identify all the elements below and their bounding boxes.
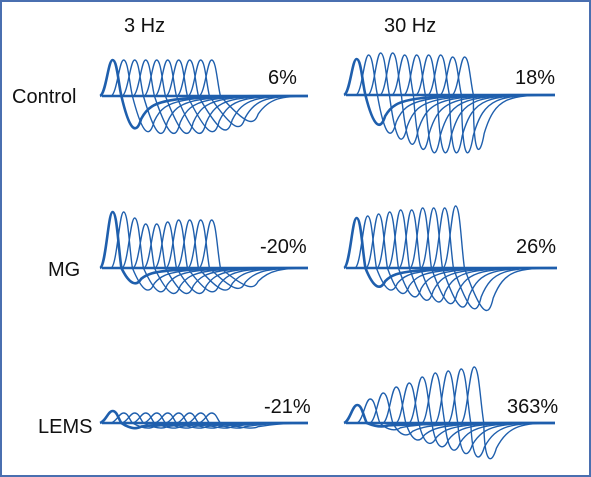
response-trace (143, 59, 309, 134)
response-trace (365, 213, 558, 295)
panel-control-30hz (343, 52, 556, 154)
row-label-control: Control (12, 86, 77, 108)
response-trace (165, 219, 309, 293)
percent-control-3hz: 6% (268, 67, 297, 89)
response-trace (439, 56, 556, 154)
response-trace (176, 59, 309, 131)
response-trace (391, 54, 556, 151)
response-trace (154, 221, 309, 295)
row-label-mg: MG (48, 259, 81, 281)
response-trace (187, 59, 309, 128)
percent-mg-30hz: 26% (516, 236, 557, 258)
response-trace (387, 209, 558, 301)
response-trace (187, 219, 309, 290)
response-trace (110, 59, 309, 133)
response-trace (132, 412, 309, 429)
panel-control-3hz (99, 58, 309, 134)
response-trace (379, 52, 556, 145)
percent-lems-3hz: -21% (264, 396, 311, 418)
response-trace (415, 54, 556, 154)
response-trace (431, 207, 558, 310)
response-trace (132, 59, 309, 134)
panel-lems-3hz (99, 409, 309, 430)
response-trace (382, 386, 556, 441)
response-trace (451, 56, 556, 151)
response-trace (342, 216, 558, 288)
response-trace (420, 207, 558, 308)
panel-lems-30hz (343, 366, 556, 460)
response-trace (132, 223, 309, 295)
response-trace (442, 205, 558, 311)
response-trace (121, 59, 309, 134)
response-trace (395, 382, 556, 445)
row-label-lems: LEMS (38, 416, 93, 438)
column-header-30hz: 30 Hz (384, 15, 437, 37)
response-trace (176, 219, 309, 291)
response-trace (398, 209, 558, 303)
response-trace (434, 370, 556, 455)
response-trace (343, 57, 556, 127)
response-trace (99, 58, 309, 130)
response-trace (143, 223, 309, 295)
response-trace (421, 372, 556, 451)
column-header-3hz: 3 Hz (124, 15, 166, 37)
response-trace (176, 412, 309, 429)
response-trace (110, 211, 309, 291)
response-trace (409, 207, 558, 305)
panel-mg-3hz (98, 210, 309, 295)
response-trace (460, 366, 556, 460)
response-trace (427, 54, 556, 154)
response-trace (121, 217, 309, 293)
response-trace (198, 412, 309, 429)
response-trace (355, 54, 556, 134)
percent-mg-3hz: -20% (260, 236, 307, 258)
response-trace (343, 403, 556, 428)
response-trace (376, 211, 558, 298)
response-trace (356, 398, 556, 431)
response-trace (165, 59, 309, 133)
response-trace (187, 412, 309, 429)
response-trace (447, 368, 556, 458)
response-trace (403, 54, 556, 154)
response-trace (354, 215, 558, 291)
response-trace (165, 412, 309, 429)
percent-lems-30hz: 363% (507, 396, 559, 418)
percent-control-30hz: 18% (515, 67, 556, 89)
panel-mg-30hz (342, 205, 558, 311)
response-trace (198, 219, 309, 288)
response-trace (198, 59, 309, 123)
